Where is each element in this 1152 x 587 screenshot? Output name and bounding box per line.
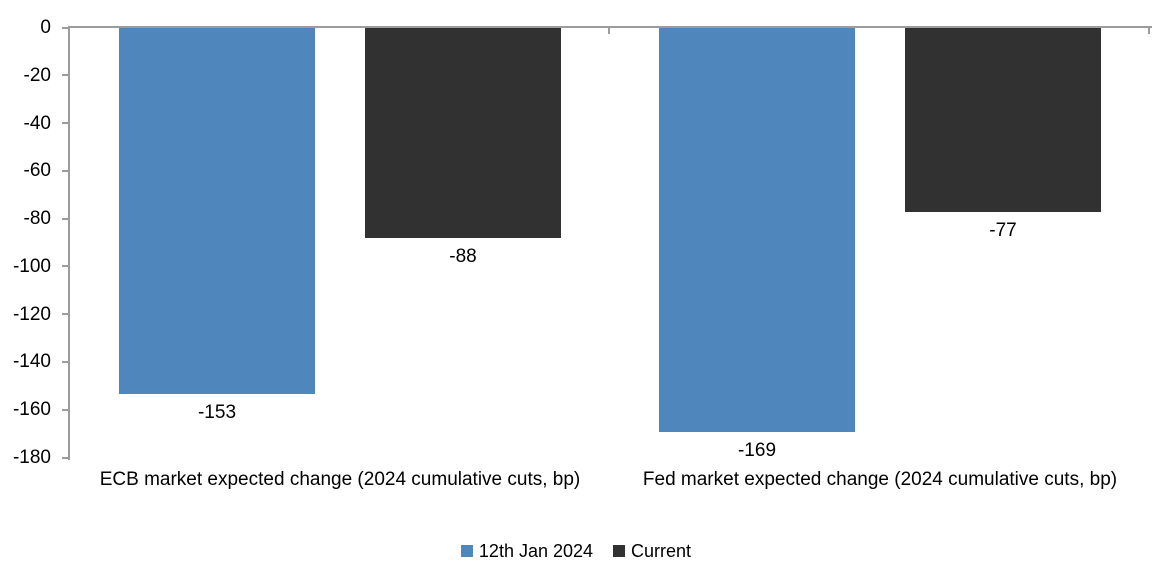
y-tick bbox=[62, 169, 68, 172]
legend-item-12th-jan-2024: 12th Jan 2024 bbox=[460, 541, 594, 561]
category-label-ecb: ECB market expected change (2024 cumulat… bbox=[99, 469, 581, 490]
y-tick bbox=[62, 360, 68, 363]
y-tick-label: -20 bbox=[23, 64, 51, 86]
y-tick bbox=[62, 122, 68, 125]
y-tick bbox=[62, 217, 68, 220]
y-tick-label: -120 bbox=[12, 303, 51, 325]
y-tick-label: -140 bbox=[12, 351, 51, 373]
legend-item-current: Current bbox=[613, 541, 691, 561]
y-tick bbox=[62, 313, 68, 316]
y-tick bbox=[62, 26, 68, 29]
legend-swatch-current bbox=[613, 545, 626, 557]
bar bbox=[659, 28, 855, 432]
y-tick bbox=[62, 456, 68, 459]
y-tick-label: -100 bbox=[12, 255, 51, 277]
y-tick bbox=[62, 265, 68, 268]
category-boundary-tick bbox=[1148, 26, 1150, 34]
y-axis-line bbox=[68, 26, 70, 460]
bar-value-label: -169 bbox=[737, 439, 777, 461]
y-tick-label: -160 bbox=[12, 399, 51, 421]
bar-value-label: -77 bbox=[989, 219, 1017, 241]
legend: 12th Jan 2024 Current bbox=[0, 541, 1152, 561]
legend-label-12th-jan-2024: 12th Jan 2024 bbox=[478, 541, 594, 561]
legend-swatch-12th-jan-2024 bbox=[460, 545, 473, 557]
y-tick-label: -40 bbox=[23, 112, 51, 134]
y-tick-label: -60 bbox=[23, 160, 51, 182]
y-tick bbox=[62, 408, 68, 411]
y-tick-label: 0 bbox=[40, 17, 51, 38]
y-tick bbox=[62, 74, 68, 77]
bar-value-label: -153 bbox=[197, 401, 237, 423]
legend-label-current: Current bbox=[631, 541, 692, 561]
y-tick-label: -80 bbox=[23, 208, 51, 230]
y-tick-label: -180 bbox=[12, 447, 51, 468]
bar bbox=[365, 28, 561, 239]
category-boundary-tick bbox=[608, 26, 610, 34]
bar bbox=[905, 28, 1101, 212]
category-label-fed: Fed market expected change (2024 cumulat… bbox=[642, 469, 1118, 490]
bar-value-label: -88 bbox=[449, 246, 477, 268]
bar bbox=[119, 28, 315, 394]
x-axis-line bbox=[68, 26, 1152, 28]
